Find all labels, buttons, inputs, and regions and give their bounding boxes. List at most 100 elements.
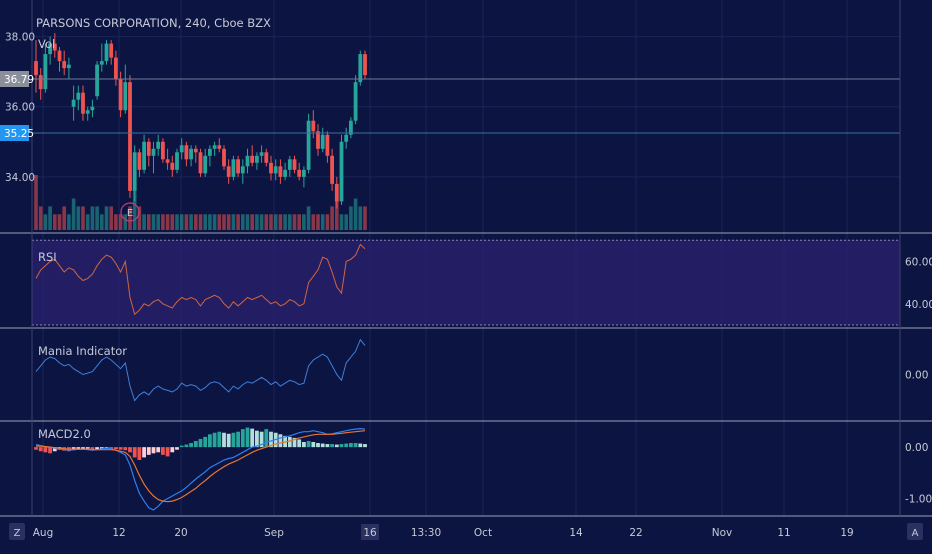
candle[interactable]: [142, 134, 146, 174]
timezone-badge[interactable]: Z: [9, 523, 25, 540]
candle[interactable]: [38, 68, 43, 100]
candle[interactable]: [222, 145, 226, 170]
candle[interactable]: [189, 145, 193, 167]
candle[interactable]: [273, 159, 278, 181]
candle[interactable]: [170, 155, 175, 177]
candle[interactable]: [104, 40, 109, 65]
candle[interactable]: [349, 117, 353, 139]
earnings-circle-icon[interactable]: [120, 202, 140, 222]
candle[interactable]: [278, 159, 283, 184]
pane-separators[interactable]: [0, 0, 932, 517]
price-pane[interactable]: E PARSONS CORPORATION, 240, Cboe BZX Vol: [32, 16, 900, 230]
candle[interactable]: [57, 47, 62, 72]
price-marker-label: 36.79: [4, 74, 34, 86]
candle[interactable]: [43, 43, 48, 93]
candle[interactable]: [137, 148, 142, 177]
candle[interactable]: [217, 138, 222, 153]
candle[interactable]: [198, 148, 203, 177]
candle[interactable]: [193, 145, 198, 163]
volume-bar: [184, 214, 189, 230]
candle[interactable]: [161, 138, 165, 163]
candle[interactable]: [114, 50, 118, 86]
candle[interactable]: [146, 138, 151, 167]
volume-bar: [344, 214, 348, 230]
candle[interactable]: [269, 155, 273, 181]
candle[interactable]: [90, 99, 95, 118]
candle[interactable]: [325, 131, 330, 163]
candle[interactable]: [250, 145, 255, 167]
candle[interactable]: [353, 75, 358, 125]
candle[interactable]: [330, 148, 334, 191]
candle[interactable]: [81, 85, 85, 121]
candle[interactable]: [339, 134, 344, 205]
candle[interactable]: [363, 50, 367, 79]
candle[interactable]: [334, 176, 339, 209]
left-price-axis[interactable]: 38.00 36.00 34.00 36.79 35.25: [0, 32, 35, 184]
candle[interactable]: [255, 152, 259, 170]
candle[interactable]: [52, 33, 57, 58]
candle[interactable]: [245, 148, 250, 174]
candle[interactable]: [344, 127, 349, 149]
candle[interactable]: [316, 124, 320, 156]
candle[interactable]: [132, 145, 137, 202]
candle[interactable]: [48, 36, 52, 65]
mania-pane[interactable]: Mania Indicator: [35, 338, 366, 402]
timezone-badge-box[interactable]: [9, 523, 25, 540]
candle[interactable]: [231, 155, 236, 181]
rsi-tick-label: 60.00: [905, 256, 932, 268]
candle[interactable]: [95, 61, 99, 100]
candle[interactable]: [184, 141, 189, 167]
candle-body: [114, 57, 118, 79]
auto-scale-badge-box[interactable]: [907, 523, 923, 540]
candle[interactable]: [297, 162, 302, 181]
candle[interactable]: [123, 64, 128, 114]
candle[interactable]: [306, 113, 311, 174]
candlesticks[interactable]: [34, 33, 367, 209]
candle[interactable]: [34, 40, 38, 93]
right-price-axis[interactable]: 60.00 40.00 0.00 0.00 -1.00: [905, 256, 932, 505]
volume-bar: [81, 206, 85, 230]
candle[interactable]: [302, 166, 306, 188]
candle[interactable]: [292, 155, 297, 174]
candle[interactable]: [264, 148, 269, 167]
rsi-pane[interactable]: RSI: [32, 239, 900, 326]
candle[interactable]: [311, 110, 316, 139]
candle[interactable]: [203, 148, 208, 177]
volume-bar: [353, 198, 358, 230]
candle[interactable]: [179, 138, 184, 160]
candle[interactable]: [226, 159, 231, 184]
candle[interactable]: [358, 50, 363, 86]
candle[interactable]: [67, 57, 71, 79]
candle[interactable]: [128, 75, 132, 198]
earnings-marker[interactable]: E: [120, 202, 140, 222]
candle[interactable]: [236, 155, 240, 177]
volume-bar: [132, 190, 137, 230]
candle[interactable]: [175, 148, 179, 174]
time-axis[interactable]: Aug 12 20 Sep 16 13:30 Oct 14 22 Nov 11 19: [33, 524, 854, 540]
macd-tick-label: 0.00: [905, 442, 928, 454]
volume-bar: [71, 198, 76, 230]
candle[interactable]: [99, 43, 104, 72]
candle[interactable]: [259, 145, 264, 163]
candle[interactable]: [283, 162, 287, 181]
candle[interactable]: [320, 127, 325, 153]
rsi-band: [32, 240, 900, 325]
candle[interactable]: [109, 40, 114, 65]
candle[interactable]: [76, 85, 81, 111]
macd-pane[interactable]: MACD2.0: [34, 427, 367, 511]
candle[interactable]: [165, 148, 170, 170]
candle-body: [302, 169, 306, 177]
time-tick-label: 11: [777, 527, 790, 539]
candle[interactable]: [151, 141, 156, 174]
candle[interactable]: [287, 155, 292, 177]
candle[interactable]: [240, 159, 245, 184]
auto-scale-badge[interactable]: A: [907, 523, 923, 540]
candle[interactable]: [156, 134, 161, 156]
candle[interactable]: [71, 85, 76, 121]
candle[interactable]: [85, 106, 90, 121]
candle[interactable]: [62, 50, 67, 76]
candle[interactable]: [212, 141, 217, 156]
candle[interactable]: [208, 145, 212, 167]
